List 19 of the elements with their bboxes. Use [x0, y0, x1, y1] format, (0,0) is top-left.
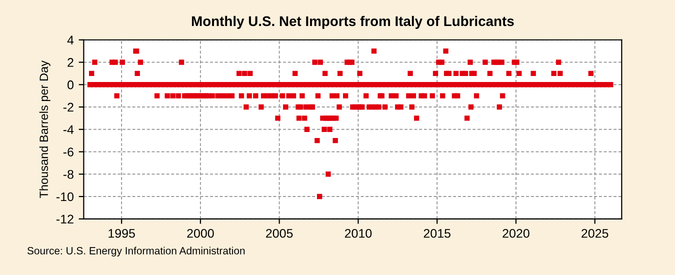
y-tick-label: 0	[68, 80, 74, 90]
y-tick-label: 2	[68, 58, 74, 67]
y-tick-label: -6	[63, 148, 74, 156]
x-tick-label: 2015	[424, 228, 450, 238]
y-tick-label: -2	[63, 102, 74, 112]
x-tick-label: 2005	[266, 228, 293, 238]
y-tick-label: -8	[63, 170, 74, 179]
x-tick-label: 2000	[187, 228, 214, 238]
y-tick-label: -12	[56, 214, 74, 224]
x-tick-label: 2025	[582, 228, 608, 238]
x-tick-label: 1995	[108, 228, 135, 238]
y-tick-label: -10	[56, 192, 74, 202]
y-tick-label: -4	[63, 125, 74, 134]
y-axis-title: Thousand Barrels per Day	[39, 60, 50, 198]
source-note: Source: U.S. Energy Information Administration	[27, 246, 245, 256]
x-tick-label: 2010	[344, 228, 372, 238]
x-tick-label: 2020	[502, 228, 530, 238]
y-tick-label: 4	[67, 36, 74, 44]
chart-title: Monthly U.S. Net Imports from Italy of Lubricants	[192, 16, 514, 29]
